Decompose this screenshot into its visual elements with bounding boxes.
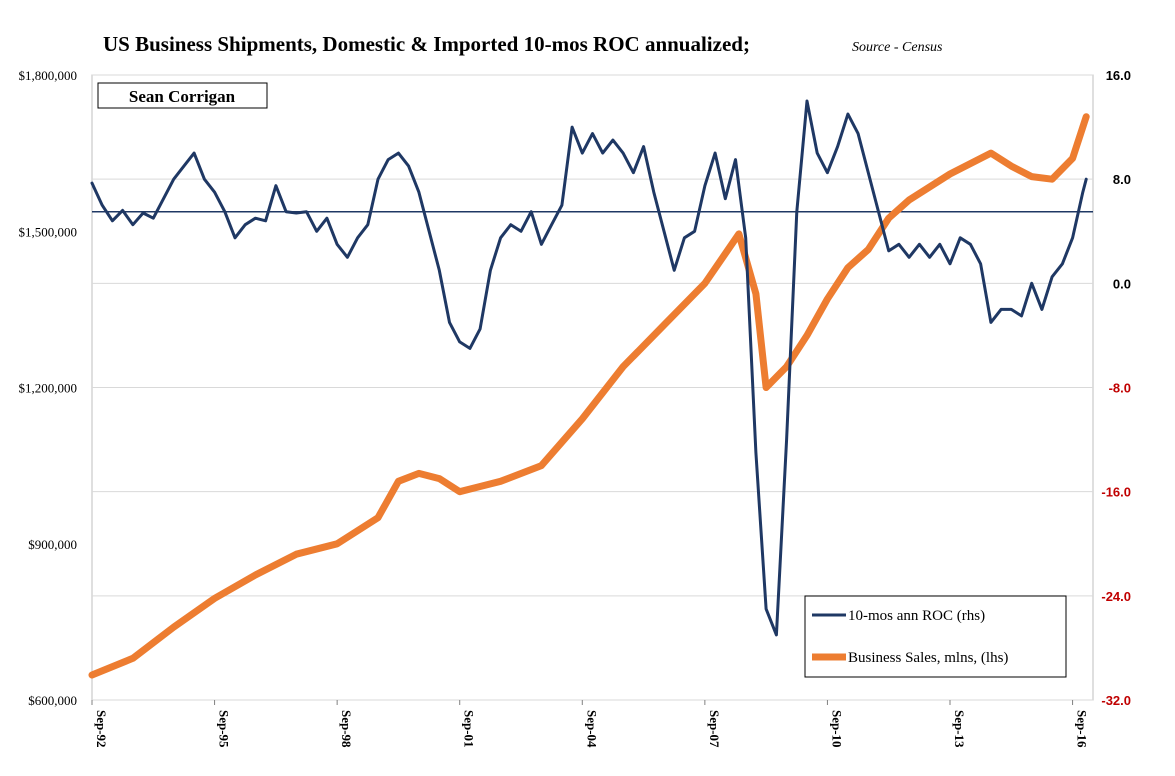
chart-title-main: US Business Shipments, Domestic & Import… [103,32,750,56]
series-layer [88,99,1090,679]
right-tick-label: -8.0 [1109,381,1131,396]
series-line-sales [88,113,1090,679]
x-tick-label: Sep-92 [94,710,109,748]
right-tick-label: 8.0 [1113,172,1131,187]
left-tick-label: $600,000 [28,693,77,708]
x-axis-ticks: Sep-92 Sep-95 Sep-98 Sep-01 Sep-04 Sep-07 Sep-… [91,700,1090,748]
author-box: Sean Corrigan [97,82,268,109]
legend-frame [804,595,1067,678]
left-axis-ticks: $600,000 $900,000 $1,200,000 $1,500,000 $1,8… [19,68,78,708]
right-tick-label: 0.0 [1113,276,1131,291]
x-tick-label: Sep-07 [707,710,722,748]
x-tick-label: Sep-10 [829,710,844,748]
chart-title: US Business Shipments, Domestic & Import… [103,32,943,56]
left-tick-label: $1,200,000 [19,381,78,396]
author-label: Sean Corrigan [129,87,236,106]
x-tick-label: Sep-04 [584,710,599,748]
left-tick-label: $1,500,000 [19,224,78,239]
x-tick-label: Sep-01 [462,710,477,748]
x-tick-label: Sep-16 [1075,710,1090,748]
right-tick-label: -16.0 [1101,485,1131,500]
x-tick-label: Sep-13 [952,710,967,748]
left-tick-label: $900,000 [28,537,77,552]
legend-label-roc: 10-mos ann ROC (rhs) [848,608,985,624]
x-tick-label: Sep-98 [339,710,354,748]
right-axis-ticks: -32.0 -24.0 -16.0 -8.0 0.0 8.0 16.0 [1101,68,1131,708]
legend: 10-mos ann ROC (rhs) Business Sales, mln… [804,595,1067,678]
x-tick-label: Sep-95 [217,710,232,748]
right-tick-label: -32.0 [1101,693,1131,708]
right-tick-label: 16.0 [1106,68,1131,83]
right-tick-label: -24.0 [1101,589,1131,604]
chart-title-source: Source - Census [852,40,943,55]
author-box-frame [97,82,268,109]
series-line-roc [90,99,1088,637]
legend-label-sales: Business Sales, mlns, (lhs) [848,650,1008,666]
left-tick-label: $1,800,000 [19,68,78,83]
